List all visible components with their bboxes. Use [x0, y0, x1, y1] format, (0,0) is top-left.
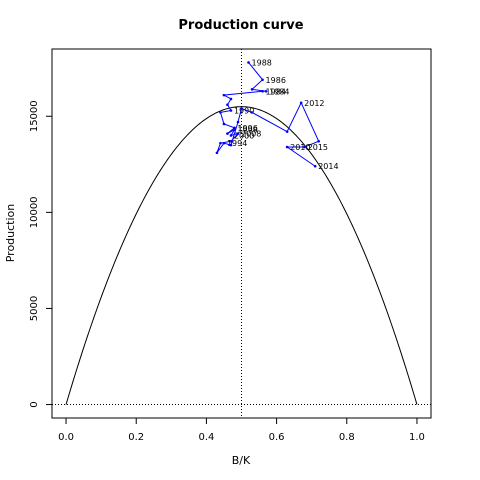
year-label: 1986 — [266, 76, 286, 85]
data-point — [247, 61, 250, 64]
data-point — [219, 111, 222, 114]
data-point — [261, 78, 264, 82]
production-curve — [65, 106, 418, 405]
data-point — [264, 89, 268, 93]
year-label: 2000 — [234, 131, 254, 140]
data-point — [226, 132, 229, 135]
data-point — [303, 145, 306, 149]
data-point — [317, 139, 321, 143]
data-point — [215, 151, 219, 155]
data-point — [229, 143, 233, 147]
data-point — [236, 120, 240, 124]
year-label: 2010 — [290, 143, 310, 152]
x-tick-label: 0.6 — [269, 432, 285, 443]
year-label: 1990 — [234, 107, 254, 116]
data-point — [236, 132, 240, 135]
data-point — [222, 122, 226, 126]
data-point — [229, 134, 233, 137]
data-point — [226, 103, 229, 107]
year-label: 2012 — [304, 99, 324, 108]
data-point — [233, 128, 236, 132]
year-label: 1988 — [252, 58, 272, 67]
data-point — [299, 101, 303, 105]
year-label: 1998 — [237, 126, 257, 135]
y-tick-label: 5000 — [29, 296, 40, 321]
y-tick-label: 0 — [29, 401, 40, 407]
plot-layer: 0.0 0.2 0.4 0.6 0.8 1.0 0 5000 10000 15000 1988 198… — [29, 49, 431, 443]
x-tick-label: 0.0 — [58, 432, 74, 443]
data-point — [229, 139, 233, 143]
year-label: 1984 — [266, 87, 286, 96]
observed-series-line — [216, 62, 320, 167]
data-point — [222, 93, 226, 97]
x-axis-label: B/K — [232, 454, 251, 467]
year-label: 2008 — [241, 130, 261, 139]
year-label: 2014 — [318, 162, 338, 171]
data-point — [250, 88, 254, 91]
x-tick-label: 1.0 — [409, 432, 425, 443]
year-label: 1994 — [227, 139, 247, 148]
year-label: 1984 — [269, 87, 289, 96]
data-point — [229, 97, 233, 101]
data-point — [313, 164, 317, 168]
data-point — [219, 141, 222, 145]
x-tick-label: 0.2 — [128, 432, 144, 443]
year-label: 1996 — [237, 124, 257, 133]
x-tick-label: 0.4 — [198, 432, 214, 443]
data-point — [261, 89, 264, 93]
y-axis-label: Production — [4, 204, 17, 263]
data-point — [233, 126, 236, 130]
x-tick-label: 0.8 — [339, 432, 355, 443]
data-point — [250, 111, 254, 114]
y-tick-label: 10000 — [29, 196, 40, 228]
plot-frame — [51, 48, 432, 419]
data-point — [285, 145, 289, 149]
y-tick-label: 15000 — [29, 100, 40, 132]
chart-title: Production curve — [178, 18, 303, 33]
year-label: 2015 — [308, 143, 328, 152]
data-point — [285, 130, 289, 133]
data-point — [222, 141, 226, 145]
data-point — [240, 107, 243, 110]
data-point — [229, 109, 233, 112]
